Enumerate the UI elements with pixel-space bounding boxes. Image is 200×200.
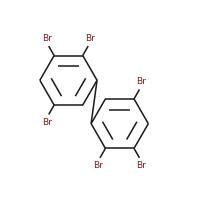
Text: Br: Br bbox=[42, 34, 52, 43]
Text: Br: Br bbox=[136, 161, 146, 170]
Text: Br: Br bbox=[85, 34, 95, 43]
Text: Br: Br bbox=[42, 118, 52, 127]
Text: Br: Br bbox=[93, 161, 103, 170]
Text: Br: Br bbox=[136, 77, 146, 86]
